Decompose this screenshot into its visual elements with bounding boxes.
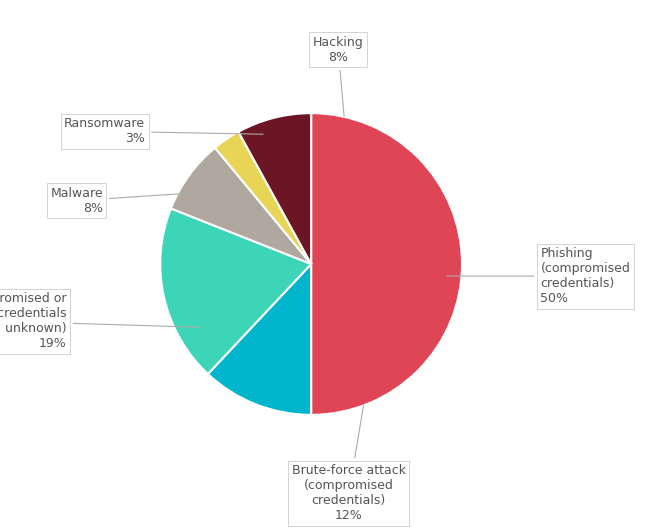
Text: Phishing
(compromised
credentials)
50%: Phishing (compromised credentials) 50% — [447, 247, 630, 305]
Wedge shape — [171, 148, 311, 264]
Wedge shape — [311, 113, 462, 415]
Wedge shape — [208, 264, 311, 415]
Text: Brute-force attack
(compromised
credentials)
12%: Brute-force attack (compromised credenti… — [292, 406, 406, 522]
Wedge shape — [160, 209, 311, 374]
Wedge shape — [215, 132, 311, 264]
Text: Ransomware
3%: Ransomware 3% — [64, 117, 263, 145]
Wedge shape — [238, 113, 311, 264]
Text: Hacking
8%: Hacking 8% — [313, 36, 364, 116]
Text: Compromised or
stolen credentials
(method unknown)
19%: Compromised or stolen credentials (metho… — [0, 293, 200, 350]
Text: Malware
8%: Malware 8% — [50, 186, 211, 215]
